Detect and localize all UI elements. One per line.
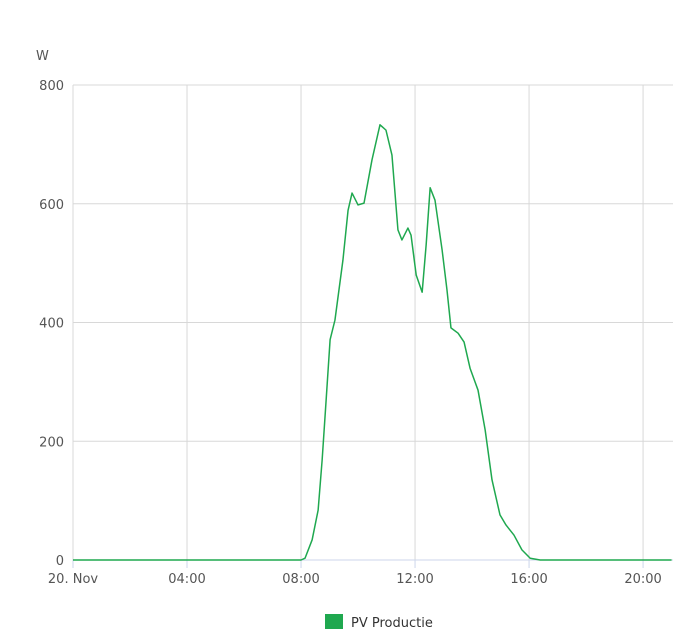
y-tick-label: 0 — [56, 554, 64, 569]
x-tick-label: 12:00 — [396, 572, 433, 587]
legend-swatch — [325, 614, 343, 629]
x-tick-label: 04:00 — [168, 572, 205, 587]
x-tick-label: 08:00 — [282, 572, 319, 587]
y-tick-label: 600 — [39, 198, 64, 213]
x-tick-label: 20. Nov — [48, 572, 98, 587]
line-series — [73, 124, 672, 561]
legend-label: PV Productie — [351, 616, 433, 631]
y-axis-title: W — [36, 49, 49, 64]
y-tick-label: 200 — [39, 435, 64, 450]
x-tick-label: 16:00 — [510, 572, 547, 587]
x-tick-label: 20:00 — [624, 572, 661, 587]
y-tick-label: 800 — [39, 79, 64, 94]
y-tick-label: 400 — [39, 317, 64, 332]
